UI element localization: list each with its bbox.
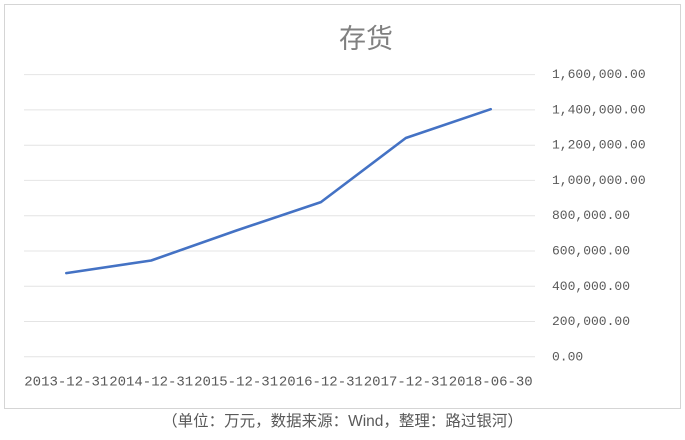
svg-text:2013-12-31: 2013-12-31 [24, 375, 108, 391]
svg-text:2014-12-31: 2014-12-31 [109, 375, 193, 391]
svg-text:600,000.00: 600,000.00 [552, 244, 630, 259]
svg-text:2017-12-31: 2017-12-31 [364, 375, 448, 391]
svg-text:1,200,000.00: 1,200,000.00 [552, 138, 646, 153]
svg-text:1,400,000.00: 1,400,000.00 [552, 102, 646, 117]
svg-text:2018-06-30: 2018-06-30 [449, 375, 533, 391]
svg-text:400,000.00: 400,000.00 [552, 279, 630, 294]
svg-text:1,600,000.00: 1,600,000.00 [552, 67, 646, 82]
svg-text:1,000,000.00: 1,000,000.00 [552, 173, 646, 188]
svg-text:2015-12-31: 2015-12-31 [194, 375, 278, 391]
svg-text:800,000.00: 800,000.00 [552, 208, 630, 223]
svg-text:0.00: 0.00 [552, 349, 583, 364]
svg-text:200,000.00: 200,000.00 [552, 314, 630, 329]
svg-text:2016-12-31: 2016-12-31 [279, 375, 363, 391]
